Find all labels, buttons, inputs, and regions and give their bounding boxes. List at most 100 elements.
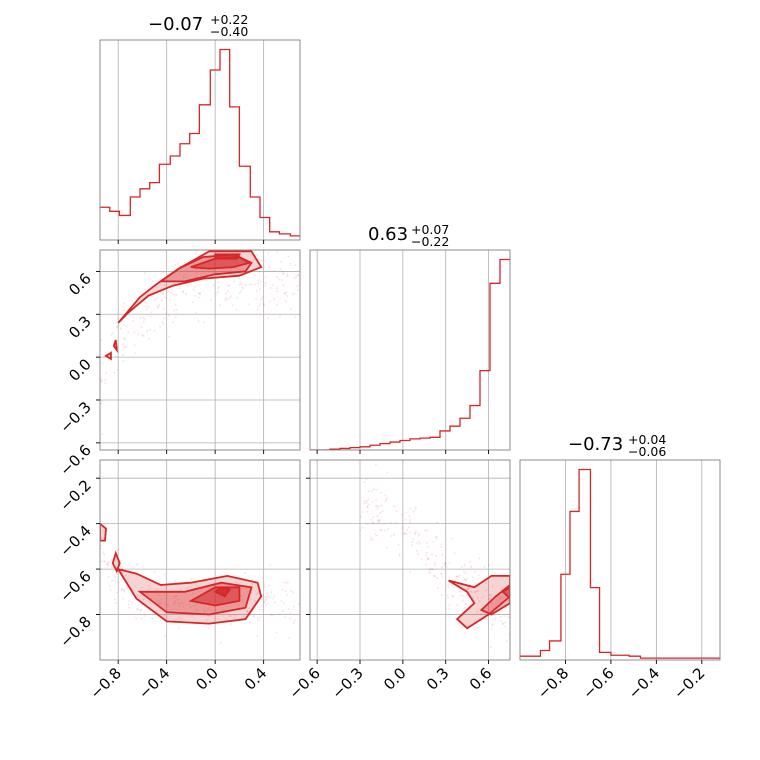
- sample-point: [473, 570, 476, 573]
- sample-point: [404, 532, 407, 535]
- title-0-median: −0.07: [148, 14, 203, 35]
- sample-point: [295, 285, 298, 288]
- sample-point: [268, 596, 271, 599]
- sample-point: [145, 308, 148, 311]
- sample-point: [460, 590, 463, 593]
- sample-point: [207, 607, 210, 610]
- sample-point: [167, 290, 170, 293]
- sample-point: [280, 260, 283, 263]
- sample-point: [479, 613, 482, 616]
- sample-point: [127, 603, 130, 606]
- sample-point: [142, 598, 145, 601]
- sample-point: [272, 614, 275, 617]
- panel-frame: [99, 249, 301, 451]
- sample-point: [377, 519, 380, 522]
- sample-point: [227, 615, 230, 618]
- contour-level-0: [448, 575, 510, 630]
- x-tick-label: 0.4: [241, 664, 271, 694]
- sample-point: [192, 592, 195, 595]
- sample-point: [232, 617, 235, 620]
- sample-point: [181, 602, 184, 605]
- sample-point: [210, 609, 213, 612]
- sample-point: [261, 296, 264, 299]
- sample-point: [178, 604, 181, 607]
- sample-point: [505, 640, 508, 643]
- sample-point: [376, 515, 379, 518]
- sample-point: [172, 293, 175, 296]
- sample-point: [472, 579, 475, 582]
- sample-point: [440, 572, 443, 575]
- sample-point: [476, 610, 479, 613]
- y-tick-label: −0.4: [56, 522, 94, 560]
- sample-point: [398, 552, 401, 555]
- sample-point: [451, 594, 454, 597]
- sample-point: [258, 288, 261, 291]
- sample-point: [371, 501, 374, 504]
- sample-point: [115, 602, 118, 605]
- sample-point: [168, 298, 171, 301]
- sample-point: [451, 595, 454, 598]
- contour-level-3: [213, 586, 232, 598]
- sample-point: [163, 307, 166, 310]
- sample-point: [174, 316, 177, 319]
- sample-point: [417, 540, 420, 543]
- sample-point: [262, 260, 265, 263]
- sample-point: [386, 471, 389, 474]
- sample-point: [126, 325, 129, 328]
- sample-point: [464, 577, 467, 580]
- sample-point: [294, 264, 297, 267]
- sample-point: [174, 293, 177, 296]
- sample-point: [417, 553, 420, 556]
- sample-point: [238, 283, 241, 286]
- sample-point: [376, 507, 379, 510]
- sample-point: [267, 602, 270, 605]
- sample-point: [503, 615, 506, 618]
- sample-point: [128, 600, 131, 603]
- sample-point: [378, 521, 381, 524]
- sample-point: [122, 353, 125, 356]
- sample-point: [265, 598, 268, 601]
- sample-point: [372, 488, 375, 491]
- sample-point: [465, 579, 468, 582]
- sample-point: [282, 602, 285, 605]
- sample-point: [439, 545, 442, 548]
- sample-point: [271, 283, 274, 286]
- sample-point: [456, 575, 459, 578]
- sample-point: [507, 599, 510, 602]
- sample-point: [234, 614, 237, 617]
- sample-point: [473, 620, 476, 623]
- sample-point: [257, 270, 260, 273]
- sample-point: [485, 589, 488, 592]
- sample-point: [257, 619, 260, 622]
- sample-point: [268, 265, 271, 268]
- sample-point: [143, 272, 146, 275]
- sample-point: [101, 361, 104, 364]
- sample-point: [179, 264, 182, 267]
- sample-point: [292, 622, 295, 625]
- sample-point: [365, 499, 368, 502]
- sample-point: [284, 590, 287, 593]
- sample-point: [231, 304, 234, 307]
- sample-point: [102, 560, 105, 563]
- sample-point: [240, 594, 243, 597]
- sample-point: [197, 292, 200, 295]
- sample-point: [379, 529, 382, 532]
- sample-point: [122, 359, 125, 362]
- sample-point: [474, 590, 477, 593]
- sample-point: [108, 560, 111, 563]
- title-0-minus: −0.40: [210, 24, 248, 39]
- sample-point: [163, 635, 166, 638]
- sample-point: [375, 488, 378, 491]
- sample-point: [415, 542, 418, 545]
- sample-point: [262, 304, 265, 307]
- sample-point: [403, 533, 406, 536]
- sample-point: [414, 533, 417, 536]
- sample-point: [212, 271, 215, 274]
- sample-point: [111, 579, 114, 582]
- sample-point: [265, 595, 268, 598]
- sample-point: [185, 293, 188, 296]
- histogram-p2: [520, 468, 720, 659]
- sample-point: [206, 609, 209, 612]
- sample-point: [443, 562, 446, 565]
